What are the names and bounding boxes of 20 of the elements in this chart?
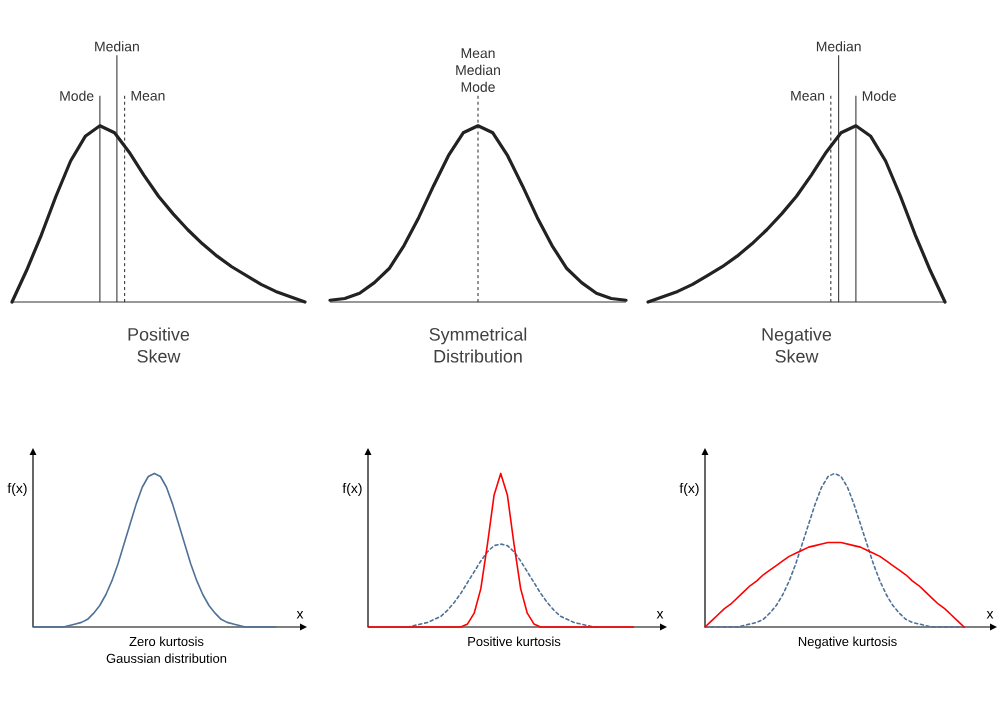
x-axis-title: x — [656, 611, 664, 619]
text: Gaussian distribution — [106, 653, 227, 663]
text: Median — [816, 41, 861, 52]
text: Mode — [60, 90, 94, 101]
y-axis-title: f(x) — [7, 482, 27, 496]
text: Negative kurtosis — [798, 636, 897, 649]
text: Mean — [791, 90, 825, 101]
text: Median — [95, 41, 139, 52]
text: Positive Skew — [128, 327, 190, 363]
y-axis-title: f(x) — [679, 482, 699, 496]
text: Negative Skew — [762, 327, 832, 363]
text: Mean — [131, 90, 165, 101]
text: Mean Median Mode — [456, 48, 500, 92]
x-axis-title: x — [986, 611, 994, 619]
text: Mode — [862, 90, 896, 101]
text: Positive kurtosis — [468, 636, 561, 647]
text: Symmetrical Distribution — [429, 327, 527, 363]
y-axis-title: f(x) — [342, 482, 362, 496]
text: Zero kurtosis — [129, 636, 204, 647]
x-axis-title: x — [296, 611, 304, 619]
